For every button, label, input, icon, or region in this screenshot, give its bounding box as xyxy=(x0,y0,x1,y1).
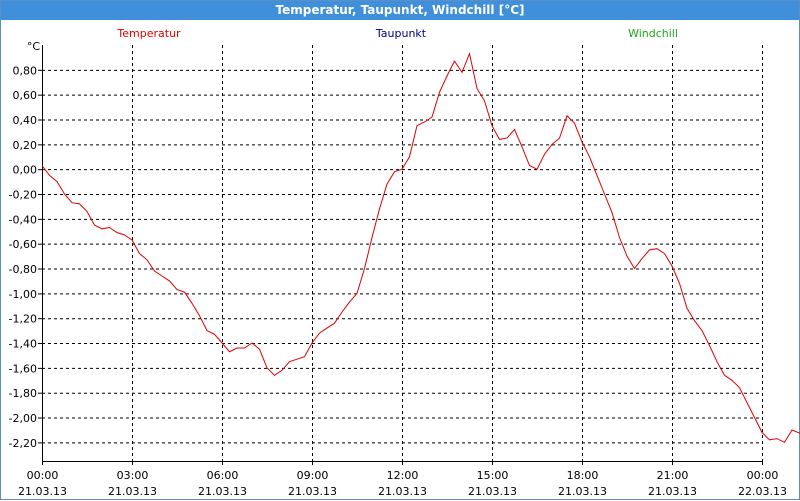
x-tick-label-date: 22.03.13 xyxy=(738,485,787,498)
x-tick-label-time: 03:00 xyxy=(117,469,149,482)
x-tick-label-time: 15:00 xyxy=(477,469,509,482)
legend-taupunkt: Taupunkt xyxy=(375,27,427,40)
x-tick-label-date: 21.03.13 xyxy=(288,485,337,498)
chart-canvas: °C Temperatur Taupunkt Windchill 0,80 0,6… xyxy=(9,27,800,498)
y-axis-unit: °C xyxy=(27,40,41,53)
x-tick-label-time: 18:00 xyxy=(567,469,599,482)
y-tick-label: 0,80 xyxy=(13,64,38,77)
y-tick-label: 0,20 xyxy=(13,139,38,152)
x-tick-label-date: 21.03.13 xyxy=(18,485,67,498)
y-tick-label: -1,20 xyxy=(9,313,37,326)
x-tick-label-time: 06:00 xyxy=(207,469,239,482)
x-tick-label-time: 00:00 xyxy=(747,469,779,482)
x-tick-label-date: 21.03.13 xyxy=(108,485,157,498)
y-tick-label: -0,80 xyxy=(9,263,37,276)
x-tick-label-date: 21.03.13 xyxy=(558,485,607,498)
y-tick-label: 0,60 xyxy=(13,89,38,102)
y-tick-label: -2,00 xyxy=(9,412,37,425)
x-tick-label-date: 21.03.13 xyxy=(468,485,517,498)
y-tick-label: -0,60 xyxy=(9,238,37,251)
y-tick-label: -0,40 xyxy=(9,213,37,226)
y-tick-label: 0,40 xyxy=(13,114,38,127)
y-tick-label: -0,20 xyxy=(9,189,37,202)
x-tick-label-time: 09:00 xyxy=(297,469,329,482)
y-tick-label: -1,60 xyxy=(9,362,37,375)
series-line-temperatur xyxy=(41,52,800,444)
legend-windchill: Windchill xyxy=(628,27,678,40)
x-tick-label-date: 21.03.13 xyxy=(198,485,247,498)
x-tick-label-date: 21.03.13 xyxy=(378,485,427,498)
window-title: Temperatur, Taupunkt, Windchill [°C] xyxy=(1,1,799,20)
y-tick-label: -2,20 xyxy=(9,437,37,450)
y-tick-label: -1,40 xyxy=(9,338,37,351)
x-tick-label-date: 21.03.13 xyxy=(648,485,697,498)
x-tick-label-time: 12:00 xyxy=(387,469,419,482)
x-tick-label-time: 21:00 xyxy=(657,469,689,482)
legend-temperatur: Temperatur xyxy=(116,27,181,40)
y-tick-label: -1,80 xyxy=(9,387,37,400)
y-tick-label: -1,00 xyxy=(9,288,37,301)
x-tick-label-time: 00:00 xyxy=(27,469,59,482)
y-tick-label: 0,00 xyxy=(13,164,38,177)
